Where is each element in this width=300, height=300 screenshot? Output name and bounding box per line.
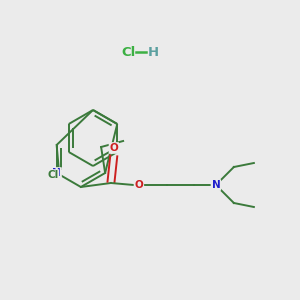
Text: N: N: [212, 180, 220, 190]
Text: O: O: [134, 180, 143, 190]
Text: N: N: [52, 168, 61, 178]
Text: O: O: [110, 143, 118, 153]
Text: H: H: [147, 46, 159, 59]
Text: Cl: Cl: [47, 170, 58, 180]
Text: Cl: Cl: [121, 46, 135, 59]
